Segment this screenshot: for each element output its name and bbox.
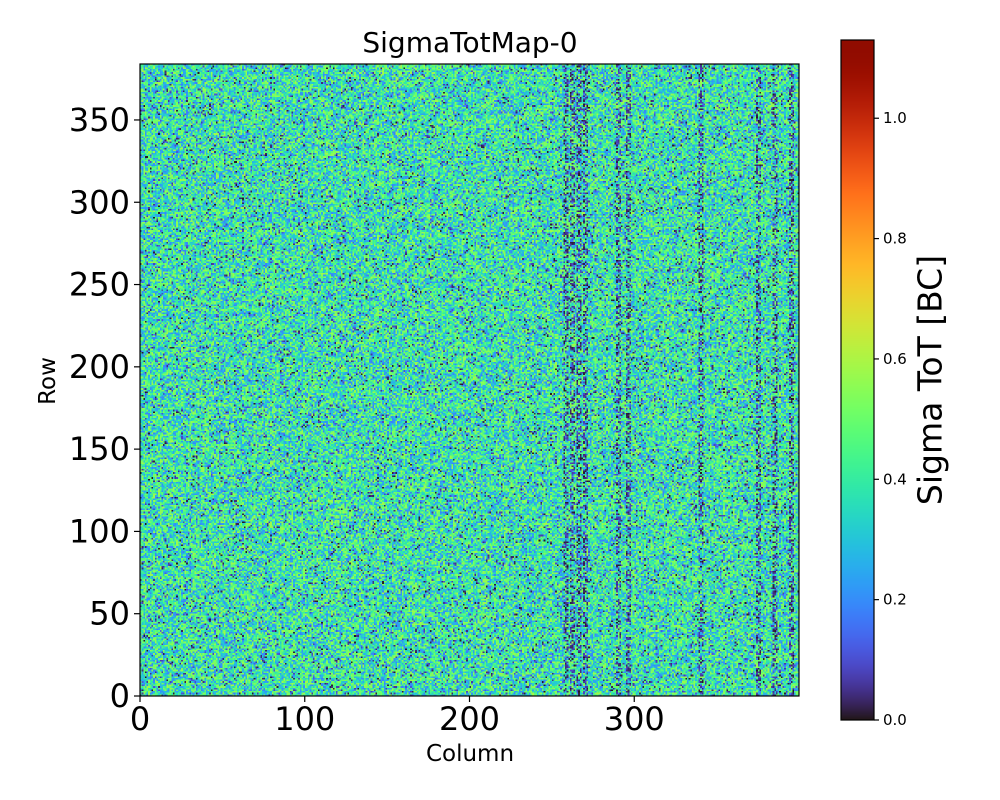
colorbar [841, 40, 874, 720]
colorbar-tick-label: 1.0 [883, 109, 907, 127]
colorbar-tick-label: 0.2 [883, 591, 907, 609]
y-tick-label: 350 [69, 101, 130, 139]
colorbar-ticks: 0.0 0.2 0.4 0.6 0.8 1.0 [874, 109, 907, 729]
colorbar-tick-label: 0.8 [883, 230, 907, 248]
y-ticks: 0 50 100 150 200 250 300 350 [69, 101, 140, 715]
x-axis-label: Column [425, 741, 515, 767]
x-ticks: 0 100 200 300 [130, 696, 665, 738]
y-tick-label: 100 [69, 512, 130, 550]
heatmap-plot [140, 64, 799, 696]
x-tick-label: 100 [274, 700, 335, 738]
colorbar-tick-label: 0.0 [883, 711, 907, 729]
colorbar-tick-label: 0.4 [883, 470, 907, 488]
y-tick-label: 150 [69, 430, 130, 468]
x-tick-label: 200 [439, 700, 500, 738]
x-tick-label: 0 [130, 700, 150, 738]
y-tick-label: 300 [69, 183, 130, 221]
plot-frame [139, 63, 800, 697]
y-tick-label: 200 [69, 348, 130, 386]
colorbar-frame [840, 39, 875, 721]
y-tick-label: 0 [110, 677, 130, 715]
y-tick-label: 250 [69, 266, 130, 304]
colorbar-tick-label: 0.6 [883, 350, 907, 368]
y-tick-label: 50 [89, 595, 130, 633]
chart-title: SigmaTotMap-0 [362, 26, 578, 59]
x-tick-label: 300 [604, 700, 665, 738]
